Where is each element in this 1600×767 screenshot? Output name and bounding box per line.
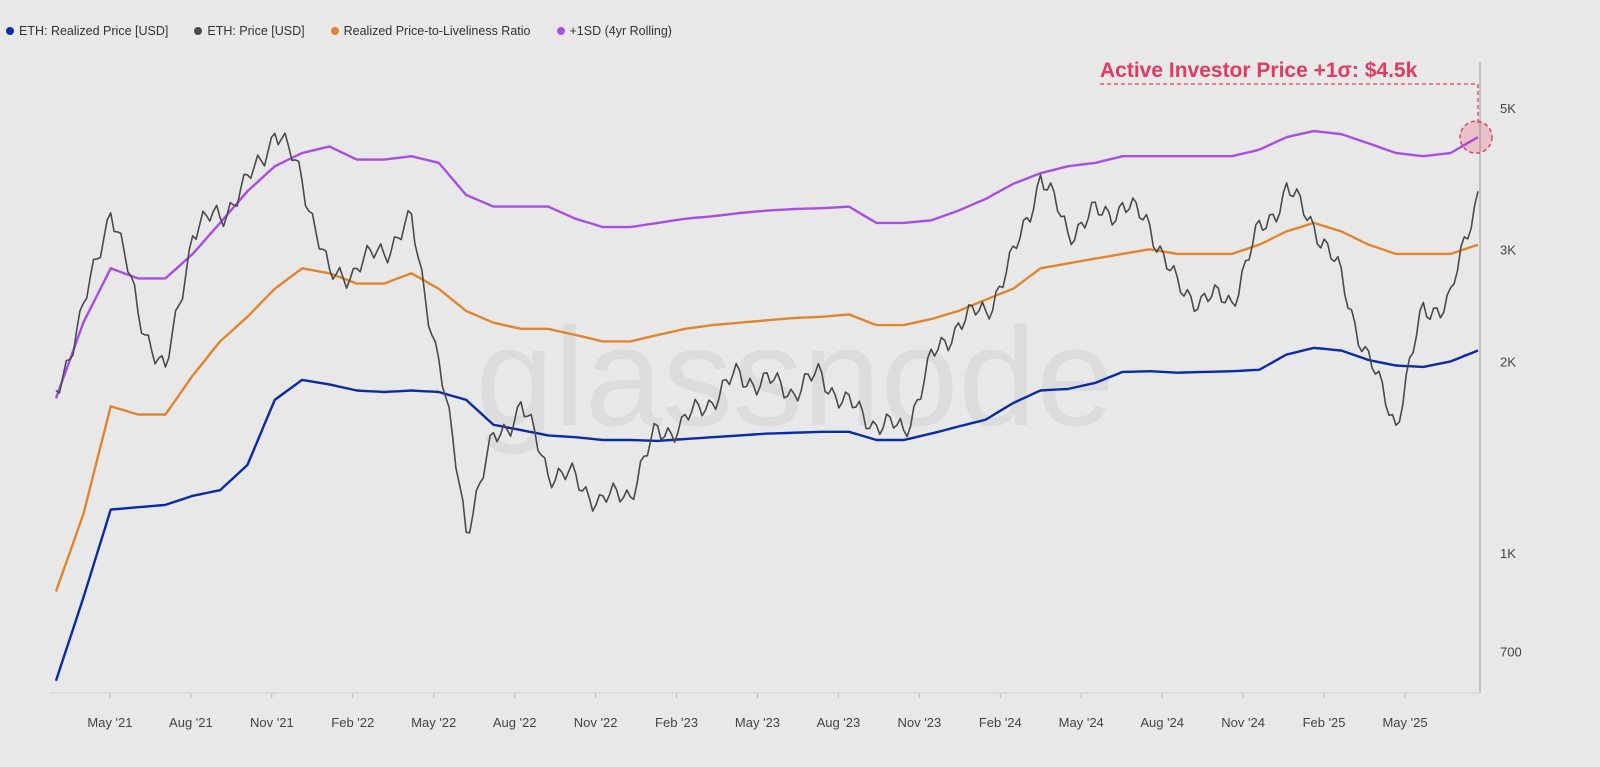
annotation: Active Investor Price +1σ: $4.5k [1100,59,1493,154]
x-tick-label: May '25 [1382,715,1427,730]
series-line-realized-price-to-liveliness-ratio [54,221,1479,592]
legend-dot-icon [6,27,14,35]
legend-item-realized-price[interactable]: ETH: Realized Price [USD] [6,24,168,38]
legend-label: ETH: Price [USD] [207,24,305,38]
legend-item-price[interactable]: ETH: Price [USD] [194,24,305,38]
y-tick-label: 5K [1500,101,1516,116]
legend: ETH: Realized Price [USD] ETH: Price [US… [6,24,672,38]
x-tick-label: Nov '22 [574,715,618,730]
x-tick-label: Feb '24 [979,715,1022,730]
watermark: glassnode [476,298,1114,455]
x-tick-label: May '22 [411,715,456,730]
x-tick-label: Aug '23 [817,715,861,730]
legend-dot-icon [194,27,203,35]
series-line-eth-price-usd- [55,132,1479,534]
x-tick-label: Feb '25 [1303,715,1346,730]
y-tick-label: 3K [1500,242,1516,257]
y-tick-label: 700 [1500,645,1522,660]
x-tick-label: Nov '24 [1221,715,1265,730]
x-tick-label: Feb '23 [655,715,698,730]
x-tick-label: Nov '21 [250,715,294,730]
annotation-highlight-circle [1459,120,1493,154]
legend-dot-icon [556,27,565,35]
x-tick-label: Aug '21 [169,715,213,730]
annotation-leader [1100,83,1479,124]
annotation-text: Active Investor Price +1σ: $4.5k [1100,59,1418,82]
x-tick-label: Aug '22 [493,715,537,730]
y-tick-label: 2K [1500,354,1516,369]
x-tick-label: Nov '23 [898,715,942,730]
legend-item-1sd[interactable]: +1SD (4yr Rolling) [556,24,672,38]
legend-label: +1SD (4yr Rolling) [569,24,672,38]
legend-label: ETH: Realized Price [USD] [19,24,169,38]
x-tick-label: May '23 [735,715,780,730]
legend-label: Realized Price-to-Liveliness Ratio [343,24,531,38]
x-tick-label: Feb '22 [331,715,374,730]
legend-item-liveliness-ratio[interactable]: Realized Price-to-Liveliness Ratio [330,24,531,38]
series-line-eth-realized-price-usd- [54,346,1479,682]
legend-dot-icon [330,27,339,35]
x-tick-label: May '21 [87,715,132,730]
y-tick-label: 1K [1500,546,1516,561]
x-tick-label: Aug '24 [1140,715,1184,730]
x-tick-label: May '24 [1059,715,1104,730]
series-line--1sd-4yr-rolling- [54,129,1479,399]
